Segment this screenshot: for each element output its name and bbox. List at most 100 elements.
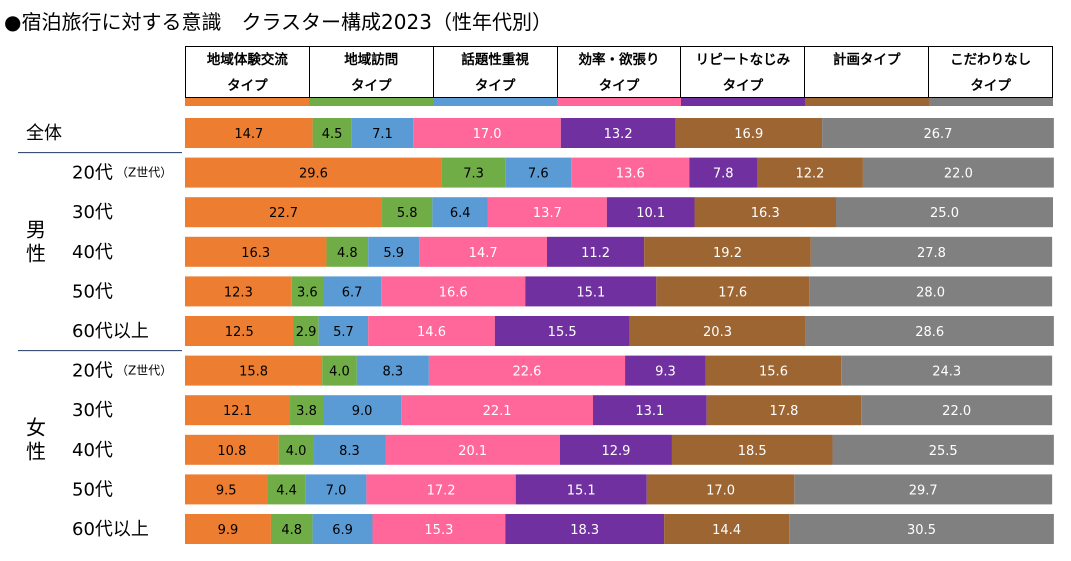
bar-r2-s6: [757, 157, 863, 188]
bar-r4-s7: [810, 236, 1053, 267]
bar-label-r10-s1: 9.5: [216, 483, 237, 498]
bar-r8-s6: [706, 395, 862, 426]
bar-label-r2-s5: 7.8: [713, 167, 734, 182]
bar-label-r9-s6: 18.5: [738, 444, 767, 459]
bar-r5-s4: [381, 276, 526, 307]
bar-label-r3-s4: 13.7: [533, 206, 562, 221]
bar-label-r8-s5: 13.1: [635, 404, 664, 419]
bar-label-r11-s4: 15.3: [424, 523, 453, 538]
bar-label-r2-s6: 12.2: [795, 167, 824, 182]
legend-label-5a: リピートなじみ: [695, 52, 791, 68]
group-label-1-char-2: 性: [26, 242, 46, 266]
row-label-11: 60代以上: [72, 519, 149, 540]
bar-label-r11-s1: 9.9: [218, 523, 239, 538]
legend-swatch-4: [557, 98, 681, 106]
bar-label-r5-s2: 3.6: [297, 285, 318, 300]
bar-r2-s4: [571, 157, 690, 188]
bar-r8-s5: [592, 395, 707, 426]
bar-r6-s7: [805, 316, 1054, 346]
bar-label-r10-s6: 17.0: [706, 483, 735, 498]
bar-label-r3-s6: 16.3: [751, 206, 780, 221]
bar-label-r1-s7: 26.7: [924, 127, 953, 142]
bar-label-r7-s6: 15.6: [759, 365, 788, 380]
row-label-6: 60代以上: [72, 321, 149, 342]
bar-r7-s5: [625, 355, 706, 386]
legend-label-2b: タイプ: [351, 78, 392, 94]
legend-label-1b: タイプ: [227, 78, 268, 94]
bar-label-r8-s7: 22.0: [942, 404, 971, 419]
bar-label-r4-s2: 4.8: [337, 246, 358, 261]
legend-label-6a: 計画タイプ: [832, 52, 901, 68]
legend-item-5: リピートなじみ タイプ: [681, 47, 806, 97]
bar-r4-s6: [644, 236, 811, 267]
bar-label-r4-s6: 19.2: [713, 246, 742, 261]
bar-r3-s4: [487, 197, 607, 228]
bar-label-r3-s2: 5.8: [397, 206, 418, 221]
legend-label-4a: 効率・欲張り: [578, 52, 660, 68]
bar-label-r8-s3: 9.0: [352, 404, 373, 419]
bar-r9-s5: [559, 434, 672, 465]
legend-swatch-5: [681, 98, 805, 106]
bar-r6-s1: [185, 316, 294, 346]
bar-r9-s7: [832, 434, 1054, 465]
bar-r4-s3: [368, 236, 420, 267]
legend-label-3b: タイプ: [474, 78, 516, 94]
bar-r7-s1: [185, 355, 323, 386]
bar-r10-s5: [515, 474, 647, 505]
bar-label-r5-s5: 15.1: [576, 285, 605, 300]
row-label-3: 30代: [72, 202, 113, 223]
bar-label-r2-s7: 22.0: [944, 167, 973, 182]
bar-r1-s5: [560, 118, 676, 148]
bar-label-r2-s1: 29.6: [299, 167, 328, 182]
bar-r7-s4: [428, 355, 626, 386]
bar-label-r3-s5: 10.1: [636, 206, 665, 221]
bar-label-r1-s1: 14.7: [234, 127, 263, 142]
bar-r2-s1: [185, 157, 442, 188]
bar-label-r4-s1: 16.3: [241, 246, 270, 261]
bar-r7-s6: [705, 355, 842, 386]
bar-r9-s3: [313, 434, 386, 465]
bar-label-r7-s3: 8.3: [383, 365, 404, 380]
row-label-10: 50代: [72, 479, 113, 500]
legend-item-6: 計画タイプ: [805, 47, 930, 97]
bar-r3-s2: [382, 197, 433, 228]
legend-swatch-1: [185, 98, 309, 106]
bar-r9-s4: [385, 434, 560, 465]
bar-r3-s5: [606, 197, 695, 228]
bar-r11-s5: [505, 514, 665, 544]
bar-label-r4-s5: 11.2: [581, 246, 610, 261]
bar-label-r10-s3: 7.0: [326, 483, 347, 498]
bar-label-r5-s1: 12.3: [224, 285, 253, 300]
bar-r2-s2: [441, 157, 506, 188]
bar-label-r6-s2: 2.9: [296, 325, 317, 340]
bar-r8-s4: [401, 395, 593, 426]
bar-label-r6-s3: 5.7: [333, 325, 354, 340]
bar-r5-s2: [291, 276, 324, 307]
bar-label-r4-s7: 27.8: [917, 246, 946, 261]
bar-label-r5-s7: 28.0: [916, 285, 945, 300]
legend-label-5b: タイプ: [722, 78, 764, 94]
bar-r4-s1: [185, 236, 327, 267]
bar-label-r3-s3: 6.4: [450, 206, 471, 221]
bar-label-r11-s3: 6.9: [332, 523, 353, 538]
bar-label-r6-s7: 28.6: [915, 325, 944, 340]
legend-item-2: 地域訪問 タイプ: [310, 47, 434, 97]
bar-label-r8-s2: 3.8: [296, 404, 317, 419]
bar-r11-s2: [270, 514, 313, 544]
bar-label-r8-s6: 17.8: [769, 404, 798, 419]
row-label-9: 40代: [72, 440, 113, 461]
bar-label-r9-s2: 4.0: [286, 444, 307, 459]
bar-r9-s2: [278, 434, 314, 465]
bar-label-r6-s1: 12.5: [225, 325, 254, 340]
bar-r5-s1: [185, 276, 292, 307]
bar-label-r7-s5: 9.3: [655, 365, 676, 380]
legend-item-3: 話題性重視 タイプ: [434, 47, 558, 97]
bar-label-r4-s4: 14.7: [469, 246, 498, 261]
bar-r4-s5: [546, 236, 645, 267]
bar-label-r1-s6: 16.9: [734, 127, 763, 142]
bar-r8-s7: [861, 395, 1053, 426]
bar-label-r11-s6: 14.4: [712, 523, 741, 538]
bar-r3-s7: [836, 197, 1053, 228]
bar-r10-s1: [185, 474, 268, 505]
bar-label-r7-s4: 22.6: [513, 365, 542, 380]
